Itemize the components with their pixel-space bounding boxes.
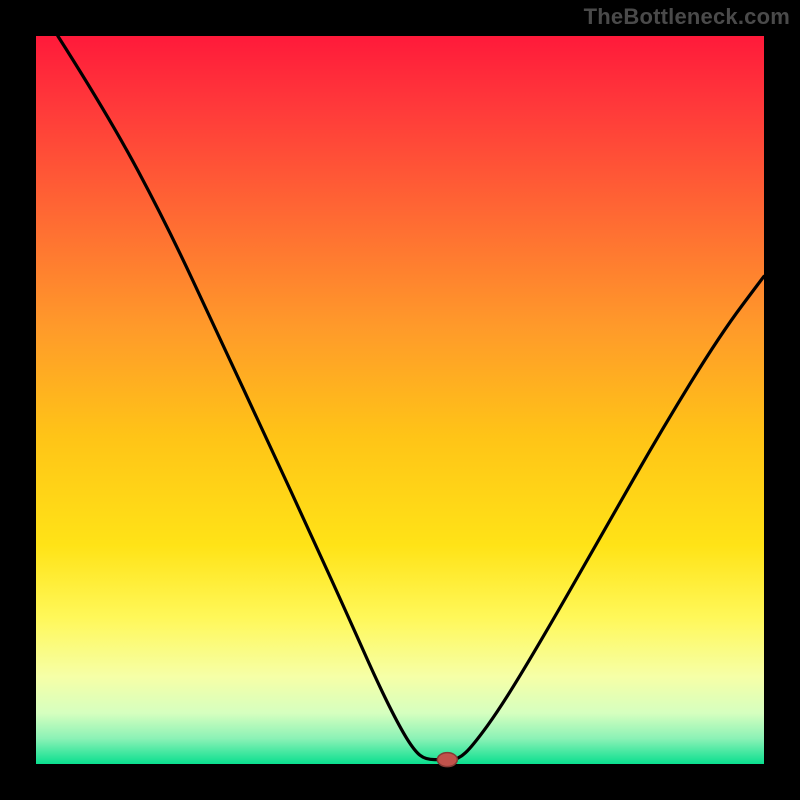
plot-background-gradient xyxy=(36,36,764,764)
bottleneck-chart xyxy=(0,0,800,800)
chart-container: TheBottleneck.com xyxy=(0,0,800,800)
optimum-marker xyxy=(437,753,457,767)
watermark-text: TheBottleneck.com xyxy=(584,4,790,30)
